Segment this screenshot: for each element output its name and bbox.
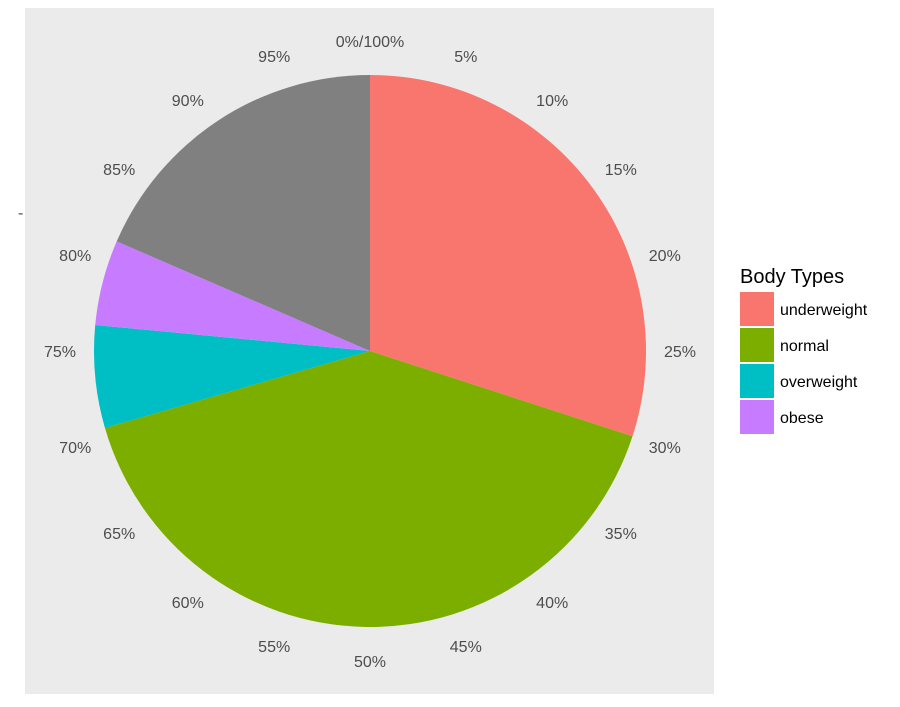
theta-tick-label: 65%: [103, 526, 135, 543]
legend-label-underweight: underweight: [780, 302, 868, 319]
theta-tick-label: 70%: [59, 440, 91, 457]
theta-tick-label: 25%: [664, 344, 696, 361]
theta-tick-label: 40%: [536, 595, 568, 612]
legend: Body Types underweight normal overweight ob…: [740, 266, 868, 434]
theta-tick-label: 75%: [44, 344, 76, 361]
theta-tick-label: 90%: [172, 93, 204, 110]
legend-label-overweight: overweight: [780, 374, 858, 391]
legend-label-normal: normal: [780, 338, 829, 355]
pie-slice-underweight: [370, 75, 646, 437]
theta-tick-label: 5%: [454, 49, 477, 66]
theta-tick-label: 95%: [258, 49, 290, 66]
theta-tick-labels: 0%/100% 5% 10% 15% 20% 25% 30% 35% 40% 45% 50% 55% 6…: [44, 34, 696, 671]
legend-key-overweight: [740, 364, 774, 398]
theta-tick-label: 15%: [605, 162, 637, 179]
legend-key-obese: [740, 400, 774, 434]
theta-tick-label: 50%: [354, 654, 386, 671]
theta-tick-label: 10%: [536, 93, 568, 110]
pie-slice-obese: [95, 241, 370, 351]
theta-tick-label: 80%: [59, 248, 91, 265]
theta-tick-label: 85%: [103, 162, 135, 179]
legend-items: underweight normal overweight obese: [740, 292, 868, 434]
theta-tick-label: 45%: [450, 639, 482, 656]
pie-slice-overweight: [93, 325, 371, 428]
theta-tick-label: 0%/100%: [336, 34, 405, 51]
theta-tick-label: 60%: [172, 595, 204, 612]
legend-key-normal: [740, 328, 774, 362]
pie-slices: [93, 75, 646, 627]
legend-label-obese: obese: [780, 410, 824, 427]
legend-title: Body Types: [740, 266, 844, 288]
y-axis-label: -: [18, 205, 23, 222]
pie-slice-normal: [104, 351, 633, 627]
theta-tick-label: 55%: [258, 639, 290, 656]
theta-tick-label: 30%: [649, 440, 681, 457]
pie-slice-other-4: [116, 75, 370, 351]
theta-tick-label: 20%: [649, 248, 681, 265]
theta-tick-label: 35%: [605, 526, 637, 543]
legend-key-underweight: [740, 292, 774, 326]
